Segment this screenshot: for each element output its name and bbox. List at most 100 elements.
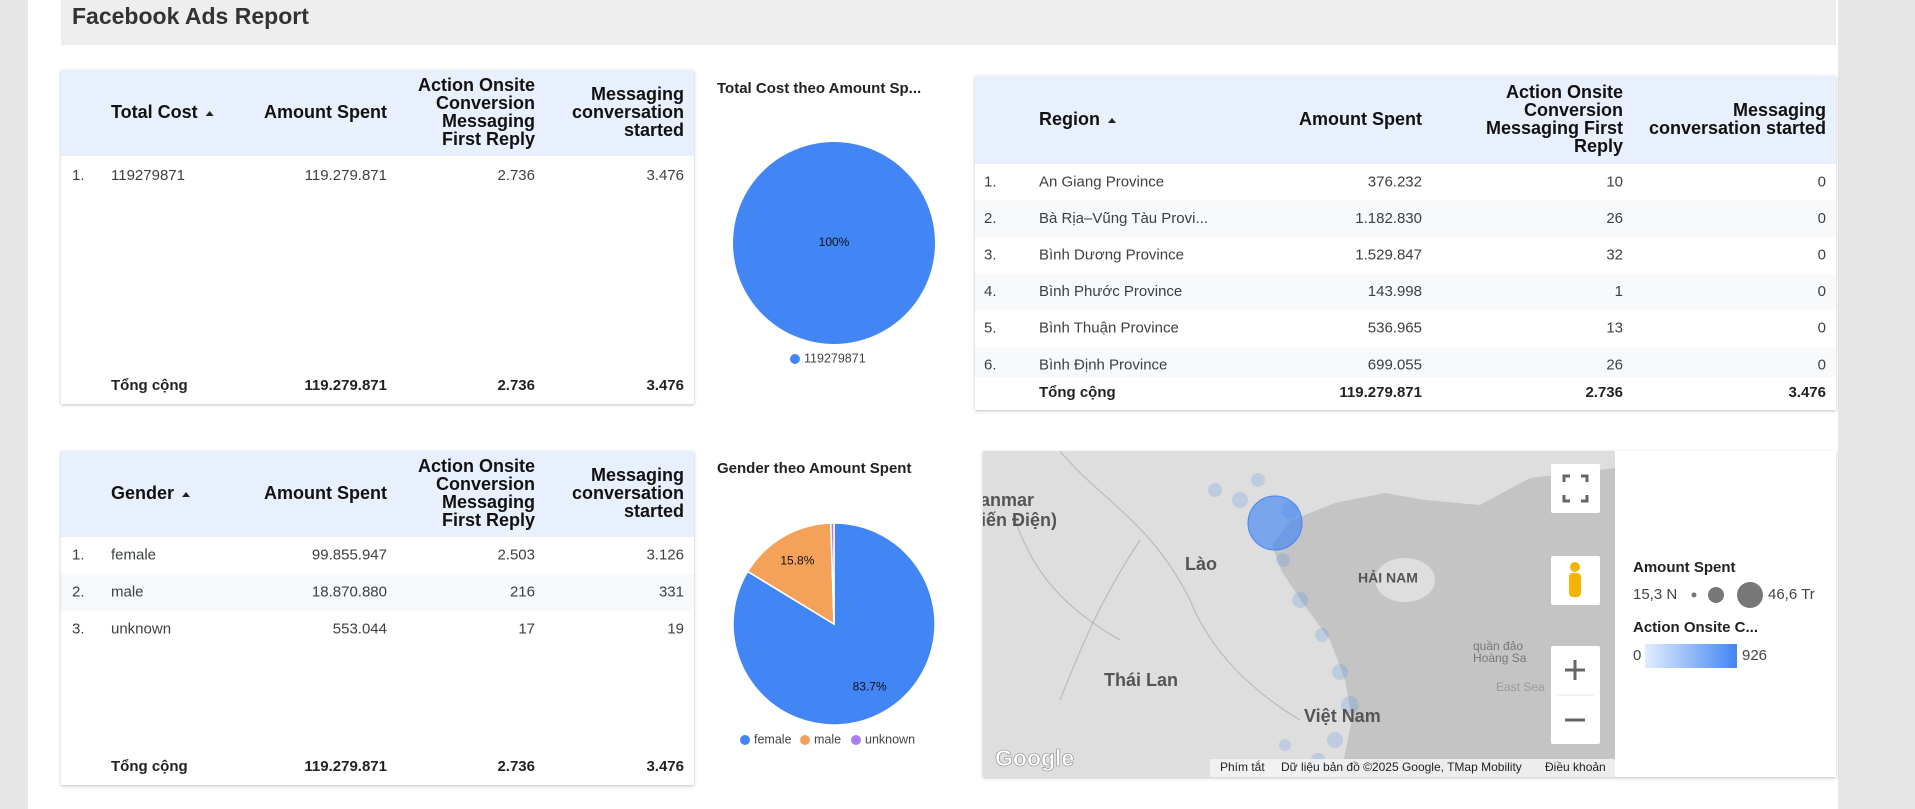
place-label: Thái Lan	[1104, 670, 1178, 690]
icon	[1569, 573, 1581, 597]
table-cell: Bình Phước Province	[1039, 283, 1182, 300]
border	[1014, 451, 1301, 721]
zoom-in-button[interactable]	[1551, 646, 1600, 744]
fullscreen-button[interactable]	[1551, 464, 1600, 513]
table-cell: Bình Thuận Province	[1039, 320, 1179, 337]
data-label: 100%	[819, 235, 850, 249]
table-cell: Bình Định Province	[1039, 356, 1167, 373]
table-cell: 376.232	[1368, 173, 1422, 190]
table-cell: 0	[1818, 173, 1826, 190]
icon	[1562, 474, 1589, 503]
legend-label: 15,3 N	[1633, 586, 1677, 603]
pie-slice[interactable]	[733, 142, 935, 344]
total-cell: 2.736	[1585, 384, 1623, 401]
table-header	[975, 76, 1836, 164]
table-cell: 10	[1606, 173, 1623, 190]
bubble[interactable]	[1247, 495, 1303, 551]
column-header: First Reply	[442, 510, 535, 530]
row-bg	[975, 200, 1836, 238]
table-cell: male	[111, 583, 144, 600]
legend-dot	[1691, 592, 1697, 598]
report-title: Facebook Ads Report	[72, 3, 309, 29]
table-cell: 2.	[72, 583, 85, 600]
total-cell: Tổng cộng	[111, 377, 188, 394]
column-header: Messaging	[442, 492, 535, 512]
table-cell: 2.	[984, 210, 997, 227]
table-cell: 0	[1818, 356, 1826, 373]
pegman-button[interactable]	[1551, 556, 1600, 605]
table-cell: 331	[659, 583, 684, 600]
column-header: Action Onsite	[418, 456, 535, 476]
column-header[interactable]: Gender	[111, 483, 174, 503]
table-cell: 0	[1818, 210, 1826, 227]
place-label: Hoàng Sa	[1473, 651, 1527, 665]
total-cell: 119.279.871	[1339, 384, 1422, 401]
column-header: conversation	[572, 483, 684, 503]
pie-slice	[746, 522, 835, 626]
place-label: (Miến Điện)	[960, 510, 1057, 530]
total-cell: Tổng cộng	[1039, 384, 1116, 401]
table-cell: 2.736	[497, 167, 535, 184]
total-cell: 3.476	[646, 377, 684, 394]
legend-swatch	[851, 735, 861, 745]
map-area[interactable]: Myanmar (Miến Điện) Lào HẢI NAM quần đảo…	[955, 451, 1615, 777]
legend-label[interactable]: 119279871	[804, 351, 866, 365]
sort-arrow	[205, 111, 214, 116]
column-header: Reply	[1574, 136, 1623, 156]
table-cell: 553.044	[333, 620, 387, 637]
total-cell: Tổng cộng	[111, 758, 188, 775]
map-logo: Google	[995, 745, 1074, 771]
header-bar	[61, 0, 1836, 45]
data-label: 15.8%	[780, 553, 814, 567]
place-label: Việt Nam	[1304, 706, 1381, 726]
button-bg	[1551, 464, 1600, 513]
table-cell: 6.	[984, 356, 997, 373]
column-header: conversation started	[1649, 118, 1826, 138]
column-header: Amount Spent	[264, 102, 387, 122]
legend-swatch	[740, 735, 750, 745]
table-cell: 17	[518, 620, 535, 637]
legend-dot	[1737, 582, 1763, 608]
table-cell: 536.965	[1368, 320, 1422, 337]
attribution-link[interactable]: Phím tắt	[1220, 759, 1265, 774]
table-cell: unknown	[111, 620, 171, 637]
chart-title: Total Cost theo Amount Sp...	[717, 80, 921, 97]
table-cell: 1.529.847	[1355, 246, 1422, 263]
table-cell: Bình Dương Province	[1039, 246, 1184, 263]
table-cell: 3.	[984, 246, 997, 263]
bubbles	[1208, 473, 1359, 767]
table-cell: 1.182.830	[1355, 210, 1422, 227]
row-bg	[975, 273, 1836, 311]
column-header[interactable]: Total Cost	[111, 102, 198, 122]
legend-label[interactable]: male	[814, 732, 841, 746]
table-cell: female	[111, 546, 156, 563]
column-header: Messaging	[591, 84, 684, 104]
legend-label[interactable]: unknown	[865, 732, 915, 746]
legend-label: 0	[1633, 647, 1641, 664]
total-cell: 119.279.871	[304, 758, 387, 775]
column-header: Amount Spent	[264, 483, 387, 503]
table-cell: 119279871	[111, 167, 185, 184]
table-cell: 19	[667, 620, 684, 637]
attribution: Dữ liệu bản đồ ©2025 Google, TMap Mobili…	[1281, 760, 1522, 774]
place-label: Myanmar	[955, 490, 1034, 510]
column-header[interactable]: Region	[1039, 109, 1100, 129]
attribution-bar	[1210, 759, 1615, 777]
column-header: Conversion	[1524, 100, 1623, 120]
table-cell: 0	[1818, 246, 1826, 263]
table-cell: 3.126	[646, 546, 684, 563]
column-header: Messaging First	[1486, 118, 1623, 138]
attribution-link[interactable]: Điều khoản	[1545, 760, 1606, 774]
table-cell: 99.855.947	[312, 546, 387, 563]
legend-label: 46,6 Tr	[1768, 586, 1815, 603]
legend-label[interactable]: female	[754, 732, 792, 746]
total-cell: 3.476	[1788, 384, 1826, 401]
table-cell: 2.503	[497, 546, 535, 563]
land	[983, 451, 1615, 777]
table-body: 1. female 99.855.947 2.503 3.126 2. male 18.870…	[61, 546, 694, 637]
column-header: Messaging	[1733, 100, 1826, 120]
table-cell: 0	[1818, 283, 1826, 300]
total-cell: 2.736	[497, 377, 535, 394]
